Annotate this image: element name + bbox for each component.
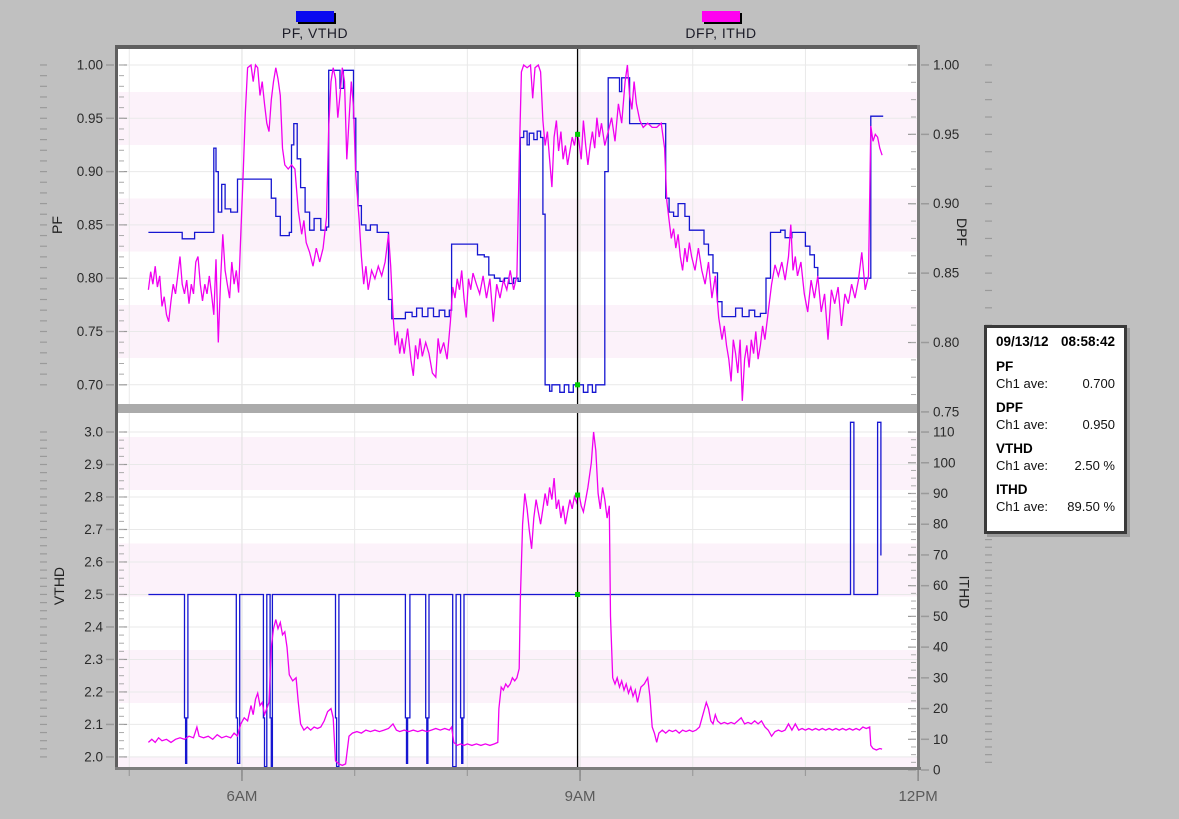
- ithd-series-line: [147, 431, 883, 767]
- left-axis-tick-label: 0.85: [77, 217, 103, 232]
- bottom-left-axis-title: VTHD: [51, 566, 68, 606]
- left-axis-tick-label: 2.5: [84, 587, 103, 602]
- left-axis-tick-label: 2.4: [84, 619, 103, 634]
- left-axis-tick-label: 2.7: [84, 522, 103, 537]
- readout-value: 89.50 %: [1067, 499, 1115, 514]
- dpf-series-line: [147, 63, 883, 401]
- cursor-marker-pf: [575, 382, 581, 388]
- readout-label: Ch1 ave:: [996, 499, 1049, 514]
- cursor-marker-vthd: [575, 591, 581, 597]
- right-axis-tick-label: 0.75: [933, 404, 959, 419]
- cursor-time: 08:58:42: [1060, 334, 1115, 349]
- readout-section-vthd: VTHD Ch1 ave: 2.50 %: [996, 441, 1115, 473]
- top-right-axis-title: DPF: [954, 218, 970, 246]
- legend-item-dfp-ithd[interactable]: DFP, ITHD: [676, 11, 766, 41]
- frame-bottom: [115, 767, 921, 770]
- legend-label: DFP, ITHD: [685, 25, 757, 41]
- right-axis-tick-label: 90: [933, 486, 948, 501]
- plot-stripe: [118, 756, 917, 767]
- readout-name: VTHD: [996, 441, 1033, 456]
- right-axis-tick-label: 1.00: [933, 57, 959, 72]
- cursor-marker-dpf: [575, 131, 581, 137]
- right-axis-tick-label: 10: [933, 732, 948, 747]
- readout-label: Ch1 ave:: [996, 417, 1049, 432]
- right-axis-tick-label: 50: [933, 609, 948, 624]
- frame-left: [115, 45, 118, 770]
- right-axis-tick-label: 0: [933, 763, 941, 778]
- readout-name: ITHD: [996, 482, 1028, 497]
- left-axis-tick-label: 2.9: [84, 457, 103, 472]
- cursor-date: 09/13/12: [996, 334, 1049, 349]
- cursor-marker-ithd: [575, 492, 581, 498]
- cursor-readout-panel: 09/13/12 08:58:42 PF Ch1 ave: 0.700 DPF …: [984, 325, 1127, 534]
- x-axis-tick-label: 6AM: [227, 788, 258, 805]
- right-axis-tick-label: 20: [933, 701, 948, 716]
- readout-label: Ch1 ave:: [996, 458, 1049, 473]
- left-axis-tick-label: 2.2: [84, 684, 103, 699]
- frame-top: [115, 45, 920, 49]
- right-axis-tick-label: 0.80: [933, 335, 959, 350]
- readout-section-pf: PF Ch1 ave: 0.700: [996, 359, 1115, 391]
- right-axis-tick-label: 40: [933, 640, 948, 655]
- x-axis-tick-label: 9AM: [565, 788, 596, 805]
- right-axis-tick-label: 80: [933, 517, 948, 532]
- right-axis-tick-label: 60: [933, 578, 948, 593]
- top-left-axis-title: PF: [48, 216, 65, 234]
- x-axis-tick-label: 12PM: [899, 788, 938, 805]
- left-axis-tick-label: 2.3: [84, 652, 103, 667]
- right-axis-tick-label: 110: [933, 425, 955, 440]
- right-axis-tick-label: 100: [933, 455, 956, 470]
- readout-label: Ch1 ave:: [996, 376, 1049, 391]
- left-axis-tick-label: 2.0: [84, 749, 103, 764]
- dfp-ithd-swatch-icon: [702, 11, 740, 22]
- right-axis-tick-label: 0.85: [933, 266, 959, 281]
- left-axis-tick-label: 1.00: [77, 57, 103, 72]
- bottom-right-axis-title: ITHD: [956, 575, 973, 609]
- readout-name: PF: [996, 359, 1014, 374]
- left-axis-tick-label: 0.90: [77, 164, 103, 179]
- plot-stripe: [118, 437, 917, 490]
- left-axis-tick-label: 0.70: [77, 377, 103, 392]
- readout-section-dpf: DPF Ch1 ave: 0.950: [996, 400, 1115, 432]
- readout-section-ithd: ITHD Ch1 ave: 89.50 %: [996, 482, 1115, 514]
- vthd-series-line: [148, 421, 882, 767]
- left-axis-tick-label: 2.6: [84, 554, 103, 569]
- pf-vthd-swatch-icon: [296, 11, 334, 22]
- left-axis-tick-label: 0.95: [77, 111, 103, 126]
- left-axis-tick-label: 2.8: [84, 489, 103, 504]
- readout-name: DPF: [996, 400, 1023, 415]
- right-axis-tick-label: 30: [933, 670, 948, 685]
- left-axis-tick-label: 2.1: [84, 717, 103, 732]
- right-axis-tick-label: 70: [933, 547, 948, 562]
- right-axis-tick-label: 0.95: [933, 127, 959, 142]
- left-axis-tick-label: 3.0: [84, 425, 103, 440]
- left-axis-tick-label: 0.80: [77, 271, 103, 286]
- frame-right: [917, 45, 920, 770]
- readout-value: 0.700: [1082, 376, 1115, 391]
- left-axis-tick-label: 0.75: [77, 324, 103, 339]
- legend-label: PF, VTHD: [281, 25, 349, 41]
- legend-item-pf-vthd[interactable]: PF, VTHD: [270, 11, 360, 41]
- right-axis-tick-label: 0.90: [933, 196, 959, 211]
- plot-stripe: [118, 543, 917, 597]
- readout-value: 0.950: [1082, 417, 1115, 432]
- chart-divider: [118, 404, 917, 413]
- readout-value: 2.50 %: [1074, 458, 1115, 473]
